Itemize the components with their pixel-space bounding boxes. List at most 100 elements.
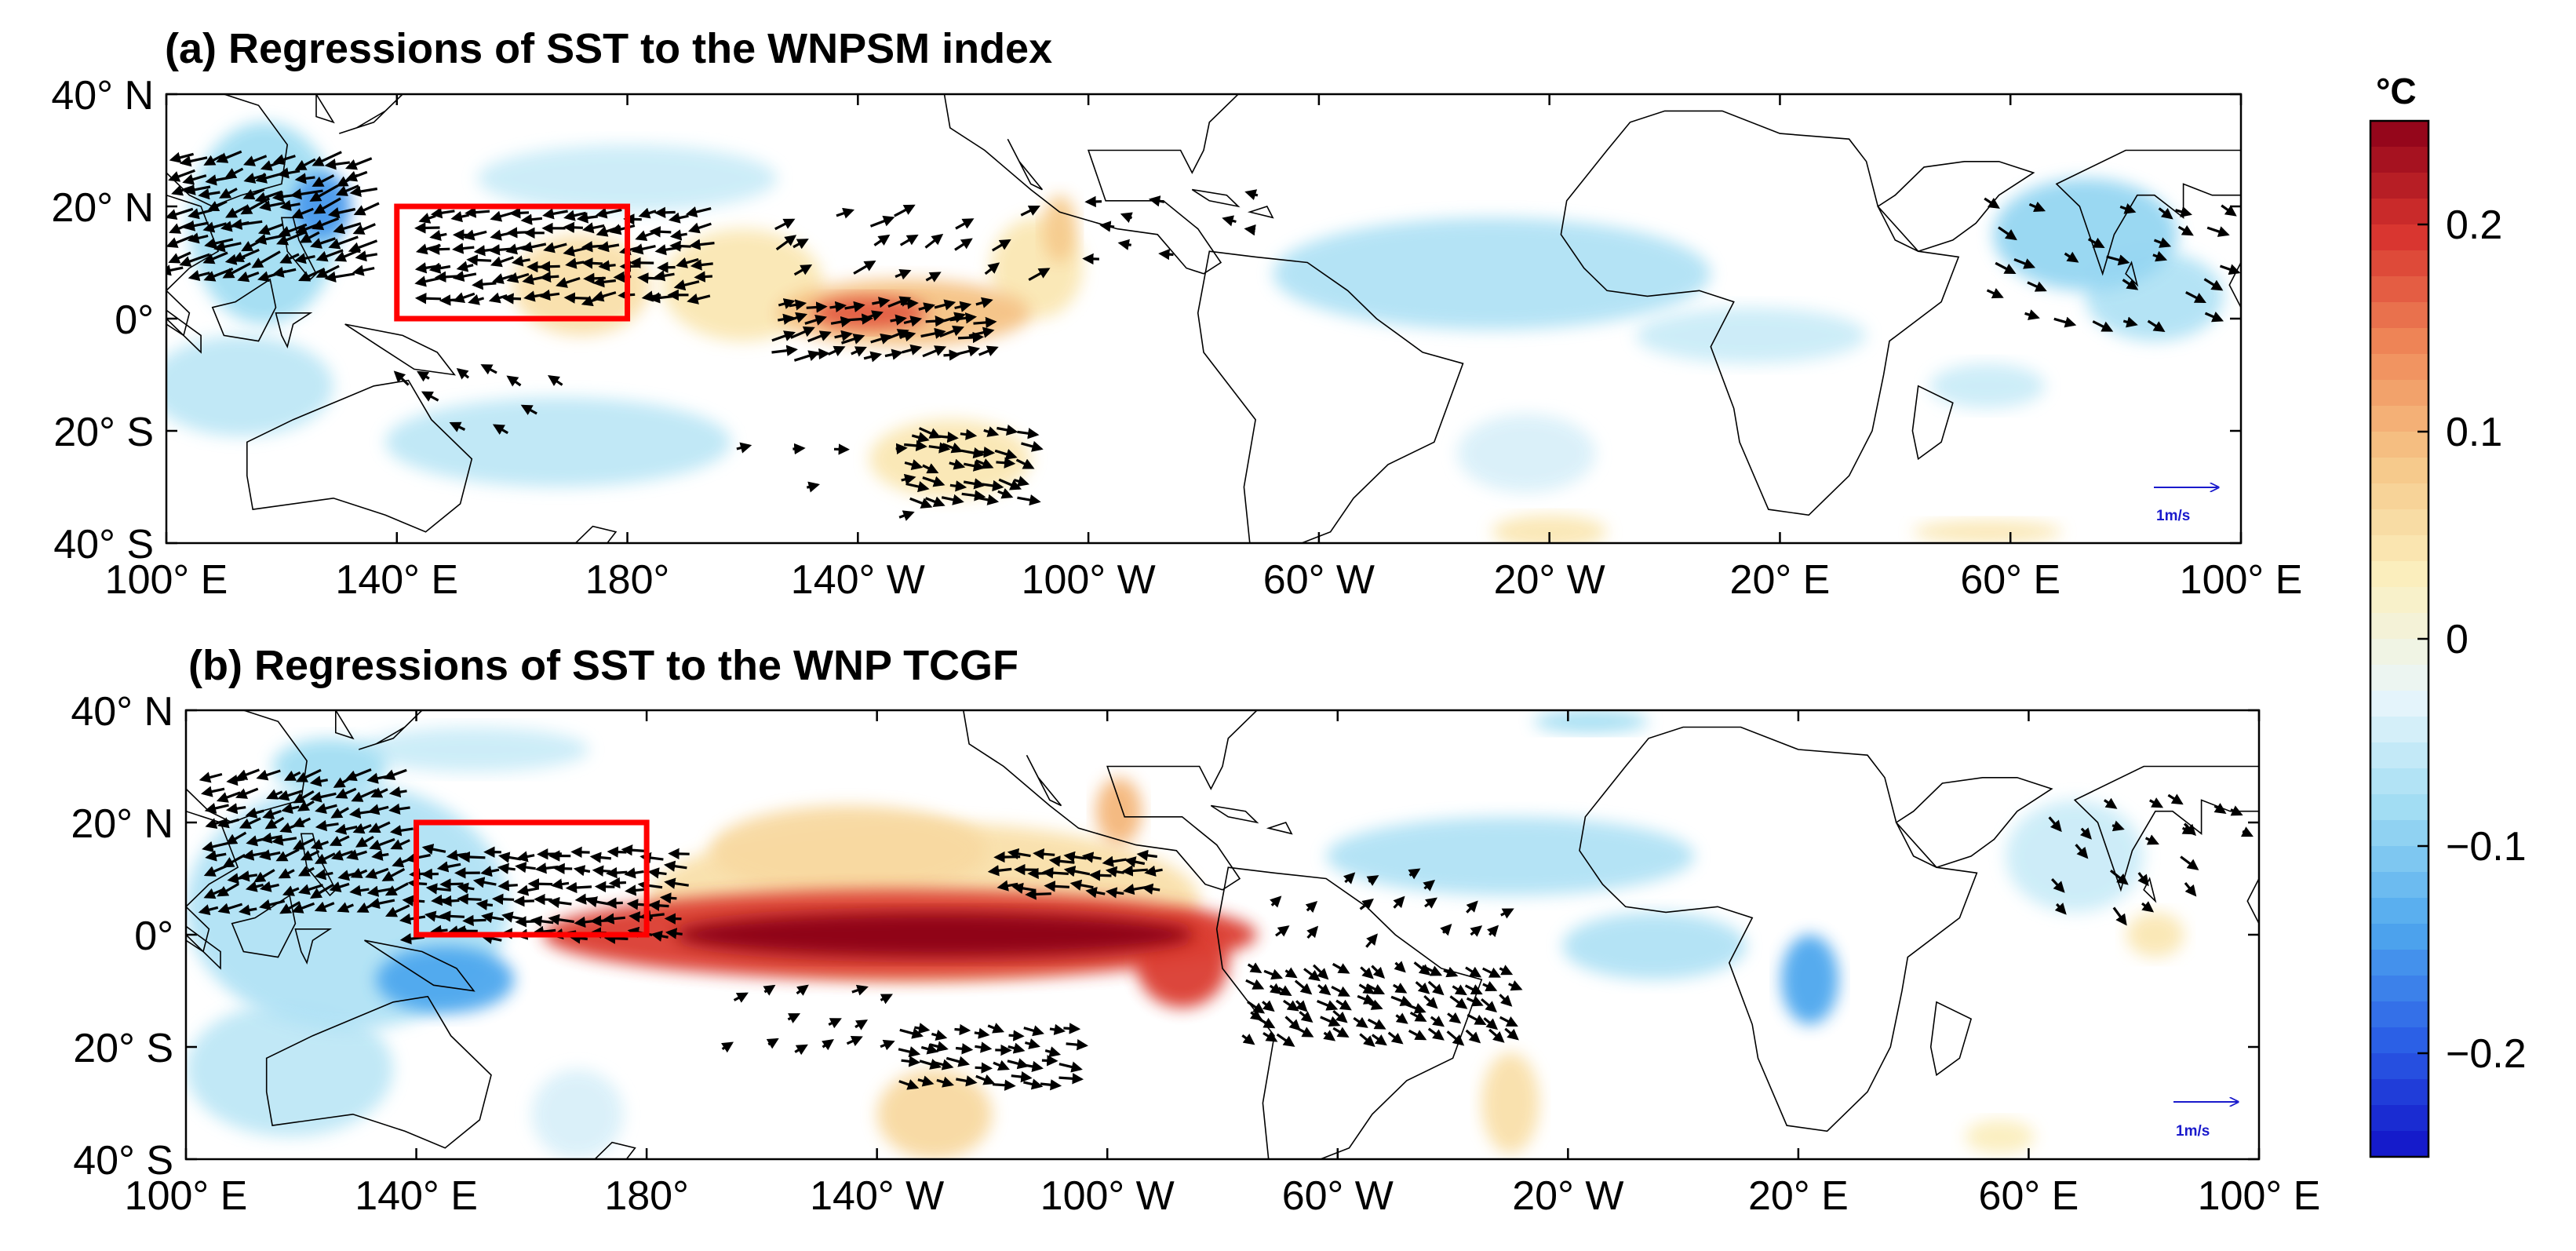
wind-vector xyxy=(1259,1017,1276,1029)
wind-vector xyxy=(217,903,243,914)
wind-vector xyxy=(312,174,335,188)
wind-vector xyxy=(920,1043,939,1055)
wind-vector xyxy=(2221,204,2237,217)
wind-vector xyxy=(1393,895,1405,909)
wind-vector xyxy=(472,877,497,888)
wind-vector xyxy=(553,863,573,874)
wind-vector xyxy=(669,229,687,241)
wind-vector xyxy=(914,1023,931,1034)
wind-vector xyxy=(1466,900,1478,914)
wind-vector xyxy=(282,885,300,896)
colorbar-swatch xyxy=(2370,717,2428,743)
wind-vector xyxy=(570,846,590,859)
wind-vector xyxy=(2054,903,2067,915)
sst-anomaly-patch xyxy=(1273,217,1711,330)
sst-anomaly-patch xyxy=(1042,195,1077,263)
wind-vector xyxy=(664,877,689,889)
panel-b-coastlines xyxy=(186,710,2259,1159)
wind-vector xyxy=(1499,965,1514,976)
wind-vector xyxy=(297,800,315,812)
wind-vector xyxy=(685,206,712,218)
wind-vector xyxy=(310,839,330,850)
wind-vector xyxy=(998,478,1022,491)
wind-vector xyxy=(1423,879,1436,892)
wind-vector xyxy=(668,848,690,860)
wind-vector xyxy=(955,218,975,230)
wind-vector xyxy=(884,348,904,360)
wind-vector xyxy=(589,852,612,863)
y-tick-label: 40° S xyxy=(73,1138,173,1184)
wind-vector xyxy=(690,259,713,271)
wind-vector xyxy=(1443,966,1459,978)
colorbar-swatch xyxy=(2370,302,2428,329)
sst-anomaly-patch xyxy=(531,1069,624,1159)
wind-vector xyxy=(2167,793,2184,805)
colorbar-swatch xyxy=(2370,250,2428,277)
wind-vector xyxy=(2112,906,2127,926)
wind-vector xyxy=(253,869,275,883)
wind-vector xyxy=(956,345,981,357)
coastline xyxy=(593,1141,636,1159)
x-tick-label: 20° E xyxy=(1730,557,1831,603)
coastline xyxy=(166,94,289,207)
wind-vector xyxy=(480,866,500,877)
wind-vector xyxy=(689,239,715,250)
wind-vector xyxy=(1028,268,1051,281)
wind-vector xyxy=(1409,1011,1427,1022)
wind-vector xyxy=(1395,1012,1408,1024)
x-tick-label: 60° W xyxy=(1282,1173,1394,1219)
wind-vector xyxy=(513,895,534,907)
wind-vector xyxy=(653,270,675,282)
wind-vector xyxy=(370,787,388,798)
panel-a-x-axis: 100° E 140° E 180° 140° W 100° W 60° W 20° W 20… xyxy=(105,94,2302,603)
wind-vector xyxy=(242,188,265,200)
wind-vector xyxy=(425,883,451,895)
wind-vector xyxy=(1295,1000,1308,1012)
colorbar-swatch xyxy=(2370,1131,2428,1158)
wind-vector xyxy=(297,866,315,877)
wind-vector xyxy=(1244,189,1259,201)
coastline xyxy=(1191,188,1241,208)
wind-vector xyxy=(1017,428,1040,439)
wind-vector xyxy=(217,817,239,829)
wind-vector xyxy=(399,933,424,945)
wind-vector xyxy=(505,227,528,239)
panel-b-y-axis: 40° N 20° N 0° 20° S 40° S xyxy=(71,689,2259,1184)
wind-vector xyxy=(329,881,350,892)
panel-a: (a) Regressions of SST to the WNPSM inde… xyxy=(51,25,2302,603)
y-tick-label: 40° N xyxy=(71,689,173,735)
wind-vector xyxy=(1394,961,1406,973)
x-tick-label: 140° W xyxy=(791,557,925,603)
wind-vector xyxy=(1306,925,1319,939)
wind-vector xyxy=(787,1012,801,1023)
panel-a-title: (a) Regressions of SST to the WNPSM inde… xyxy=(165,25,1052,72)
wind-vector xyxy=(960,429,978,440)
wind-vector xyxy=(606,866,628,879)
wind-vector xyxy=(2119,203,2137,214)
wind-vector xyxy=(946,1056,971,1067)
wind-vector xyxy=(997,487,1014,499)
wind-vector xyxy=(887,296,912,308)
panel-a-y-axis: 40° N 20° N 0° 20° S 40° S xyxy=(51,73,2241,567)
wind-vector xyxy=(345,157,373,170)
colorbar-tick-label: 0.2 xyxy=(2446,202,2502,248)
wind-vector xyxy=(853,261,876,275)
wind-vector xyxy=(973,316,997,329)
wind-vector xyxy=(539,271,559,283)
wind-vector xyxy=(1488,1028,1505,1043)
wind-vector xyxy=(774,218,796,231)
wind-vector xyxy=(827,345,846,356)
wind-vector xyxy=(609,224,636,235)
wind-vector xyxy=(497,863,516,874)
wind-vector xyxy=(1063,1023,1081,1034)
colorbar-swatch xyxy=(2370,432,2428,458)
wind-vector xyxy=(836,207,855,219)
wind-vector xyxy=(1117,239,1131,250)
wind-vector xyxy=(1041,1055,1058,1067)
wind-vector xyxy=(314,901,335,913)
wind-vector xyxy=(506,375,522,387)
wind-vector xyxy=(511,255,530,267)
wind-vector xyxy=(1365,983,1386,995)
wind-vector xyxy=(993,1060,1010,1071)
